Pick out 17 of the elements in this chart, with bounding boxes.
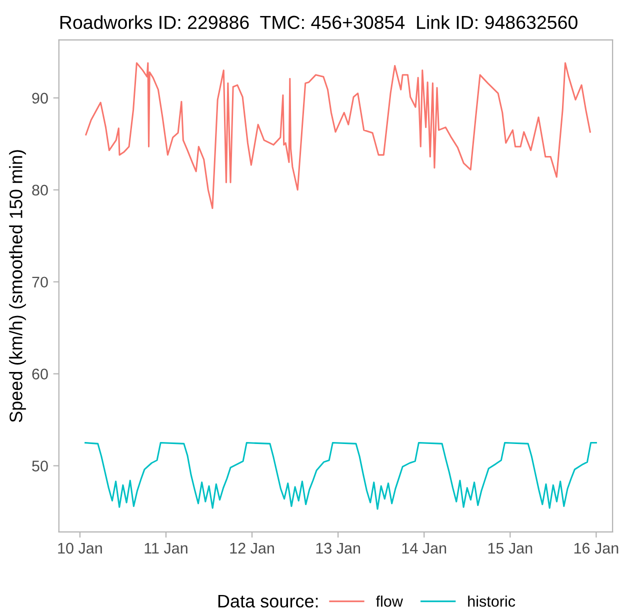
x-tick-label: 11 Jan [144,542,188,554]
x-tick-label: 10 Jan [58,542,102,554]
y-tick-label: 90 [32,92,48,104]
y-tick-label: 70 [32,276,48,288]
y-tick-label: 60 [32,368,48,380]
x-tick-label: 15 Jan [488,542,532,554]
x-tick-label: 13 Jan [316,542,360,554]
y-axis-title: Speed (km/h) (smoothed 150 min) [9,150,26,422]
legend-label: flow [376,596,403,607]
x-tick-label: 16 Jan [574,542,618,554]
y-tick-label: 50 [32,460,48,472]
chart-title: Roadworks ID: 229886 TMC: 456+30854 Link ID: 948632560 [60,15,578,30]
y-tick-label: 80 [32,184,48,196]
x-tick-label: 12 Jan [230,542,274,554]
legend-title: Data source: [218,594,318,608]
x-tick-label: 14 Jan [402,542,446,554]
legend-label: historic [468,596,516,607]
